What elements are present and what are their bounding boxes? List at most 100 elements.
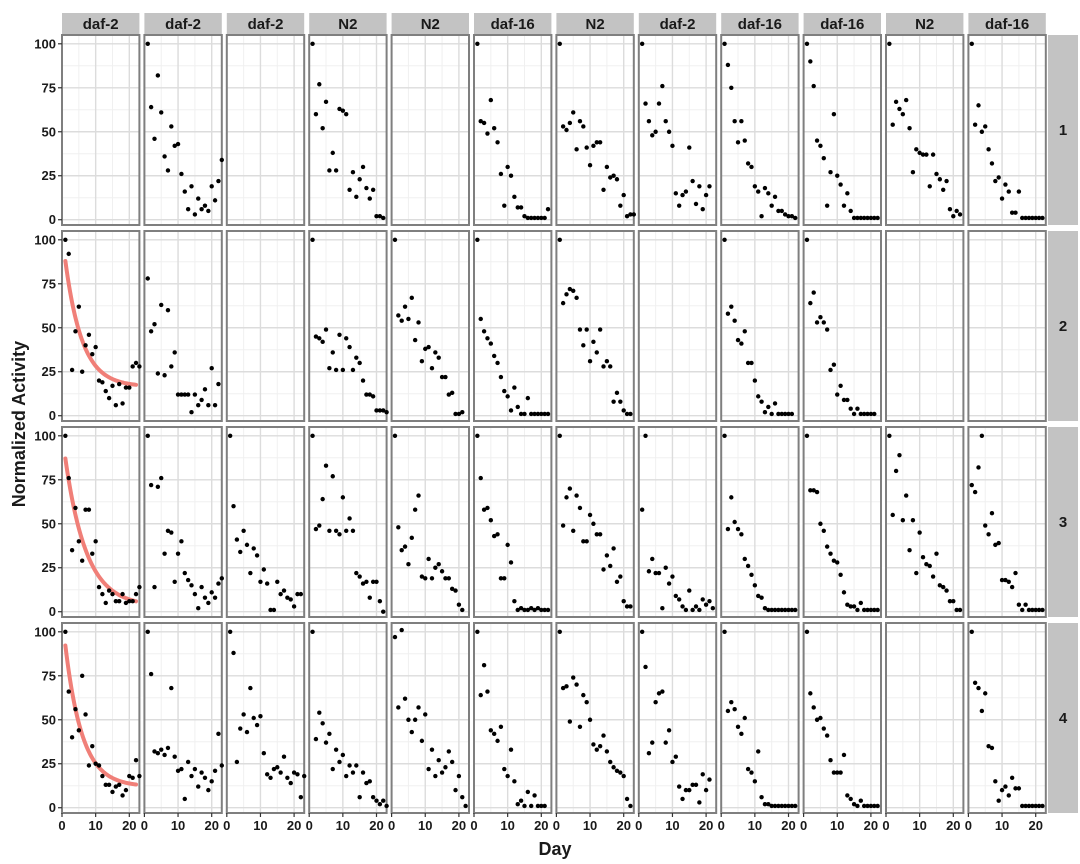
data-point <box>1026 607 1032 613</box>
data-point <box>216 731 221 737</box>
data-point <box>749 164 754 170</box>
data-point <box>1026 215 1032 221</box>
data-point <box>890 512 895 518</box>
data-point <box>227 433 233 438</box>
data-point <box>545 607 551 613</box>
data-point <box>821 726 826 731</box>
data-point <box>587 717 593 722</box>
data-point <box>937 583 943 588</box>
data-point <box>377 408 383 413</box>
facet-panel <box>143 230 223 422</box>
data-point <box>532 411 537 417</box>
data-point <box>460 410 465 415</box>
data-point <box>581 539 586 544</box>
data-point <box>179 539 184 544</box>
fit-curve <box>63 456 139 604</box>
data-point <box>690 782 695 788</box>
facet-panel <box>885 622 965 814</box>
x-tick-label: 20 <box>369 818 383 833</box>
data-point <box>639 41 645 46</box>
data-point <box>436 355 441 360</box>
data-point <box>571 528 576 533</box>
data-point <box>370 794 376 800</box>
data-point <box>996 175 1001 180</box>
data-point <box>821 528 826 533</box>
data-point <box>491 533 497 539</box>
data-point <box>587 512 593 518</box>
data-point <box>673 593 679 599</box>
facet-panel <box>802 34 882 226</box>
data-point <box>310 433 315 438</box>
data-point <box>155 750 161 756</box>
data-point <box>1016 786 1022 791</box>
facet-panel <box>885 230 965 422</box>
data-point <box>811 83 816 89</box>
data-point <box>175 768 181 773</box>
data-point <box>419 574 425 579</box>
data-point <box>364 392 369 397</box>
data-point <box>545 411 551 417</box>
data-point <box>676 597 682 602</box>
data-point <box>808 300 813 306</box>
data-point <box>436 758 441 763</box>
panel-border <box>308 426 388 618</box>
data-point <box>735 337 741 343</box>
data-point <box>90 743 95 749</box>
data-point <box>189 410 194 415</box>
data-point <box>330 474 335 479</box>
data-point <box>320 339 325 345</box>
data-point <box>148 329 154 334</box>
data-point <box>133 360 139 366</box>
data-point <box>106 588 112 593</box>
data-point <box>979 433 985 438</box>
data-point <box>512 779 517 784</box>
data-point <box>776 208 781 214</box>
data-point <box>165 745 171 751</box>
data-point <box>199 397 204 403</box>
data-point <box>752 184 758 189</box>
data-point <box>542 215 547 221</box>
data-point <box>941 187 946 193</box>
data-point <box>86 763 92 768</box>
data-point <box>587 162 593 168</box>
data-point <box>281 588 287 593</box>
y-tick-label: 75 <box>42 668 56 683</box>
data-point <box>907 126 912 131</box>
data-point <box>426 344 431 350</box>
column-strip-label: daf-2 <box>248 16 284 33</box>
x-tick-label: 10 <box>171 818 185 833</box>
data-point <box>890 122 895 127</box>
data-point <box>498 171 504 177</box>
data-point <box>996 798 1001 803</box>
data-point <box>189 773 194 779</box>
column-strip <box>391 13 469 35</box>
data-point <box>865 607 870 613</box>
data-point <box>522 803 527 809</box>
panel-border <box>143 230 223 422</box>
data-point <box>608 175 613 180</box>
data-point <box>557 237 562 242</box>
data-point <box>875 803 880 809</box>
data-point <box>478 316 483 322</box>
data-point <box>557 433 562 438</box>
data-point <box>1016 189 1022 194</box>
facet-panel <box>390 34 471 226</box>
data-point <box>216 381 221 387</box>
data-point <box>69 547 75 553</box>
data-point <box>564 495 569 500</box>
data-point <box>581 124 586 129</box>
data-point <box>914 147 919 152</box>
data-point <box>983 523 988 528</box>
data-point <box>811 290 816 295</box>
data-point <box>172 350 177 355</box>
data-point <box>872 215 877 221</box>
data-point <box>1023 602 1028 607</box>
data-point <box>512 598 517 604</box>
data-point <box>76 728 82 733</box>
data-point <box>219 157 224 163</box>
data-point <box>944 178 949 184</box>
data-point <box>789 803 795 809</box>
data-point <box>574 493 579 498</box>
data-point <box>567 286 573 292</box>
data-point <box>159 110 164 115</box>
